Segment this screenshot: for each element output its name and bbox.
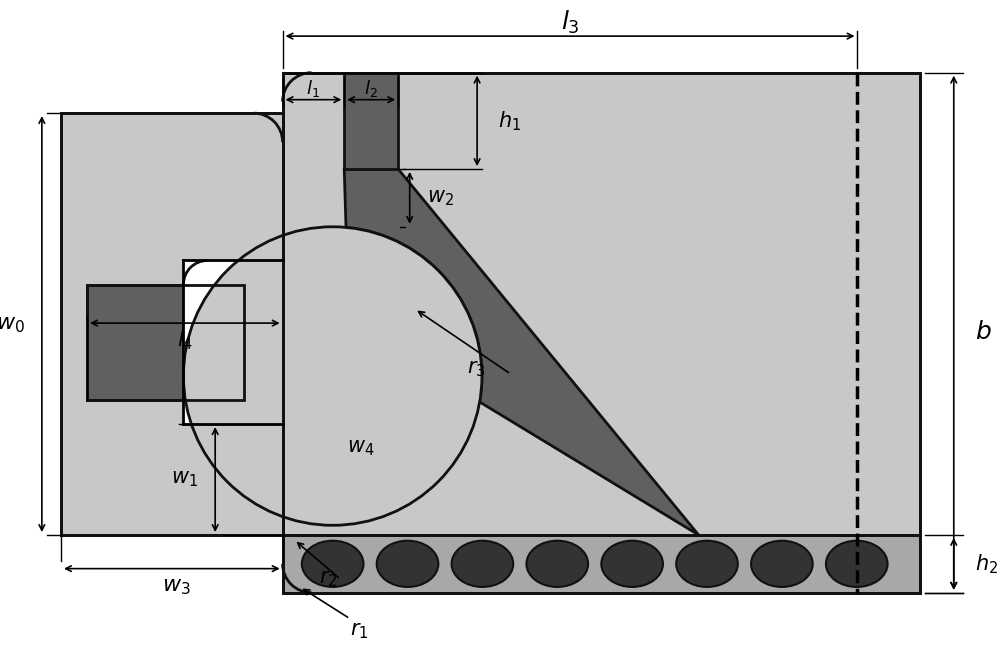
Bar [283, 73, 920, 535]
Bar [61, 113, 283, 535]
Bar [283, 535, 920, 593]
Ellipse shape [826, 540, 888, 587]
Bar [283, 73, 920, 535]
Polygon shape [344, 169, 699, 535]
Text: $h_2$: $h_2$ [975, 552, 998, 576]
Bar [61, 113, 283, 535]
Text: $l_4$: $l_4$ [177, 329, 193, 352]
Bar [87, 285, 244, 400]
Text: $w_4$: $w_4$ [347, 439, 375, 458]
Text: $r_3$: $r_3$ [467, 359, 486, 379]
Text: $l_2$: $l_2$ [364, 77, 378, 99]
Text: $h_1$: $h_1$ [498, 109, 521, 133]
Ellipse shape [751, 540, 813, 587]
Circle shape [183, 227, 482, 525]
Text: $l_1$: $l_1$ [306, 77, 320, 99]
Text: $w_0$: $w_0$ [0, 313, 25, 335]
Wedge shape [283, 73, 311, 102]
Text: $r_2$: $r_2$ [319, 569, 338, 589]
Wedge shape [254, 113, 283, 142]
Ellipse shape [377, 540, 438, 587]
Bar [344, 73, 398, 169]
Ellipse shape [676, 540, 738, 587]
Text: $r_1$: $r_1$ [350, 621, 368, 641]
Bar [283, 535, 920, 593]
Ellipse shape [452, 540, 513, 587]
Text: $l_3$: $l_3$ [561, 9, 579, 36]
Text: $w_1$: $w_1$ [171, 470, 198, 490]
FancyBboxPatch shape [183, 261, 283, 424]
Text: $w_3$: $w_3$ [162, 575, 191, 597]
Text: $w_2$: $w_2$ [427, 188, 454, 208]
Ellipse shape [601, 540, 663, 587]
Text: $b$: $b$ [975, 321, 992, 344]
Bar [87, 285, 244, 400]
Ellipse shape [302, 540, 363, 587]
Ellipse shape [526, 540, 588, 587]
